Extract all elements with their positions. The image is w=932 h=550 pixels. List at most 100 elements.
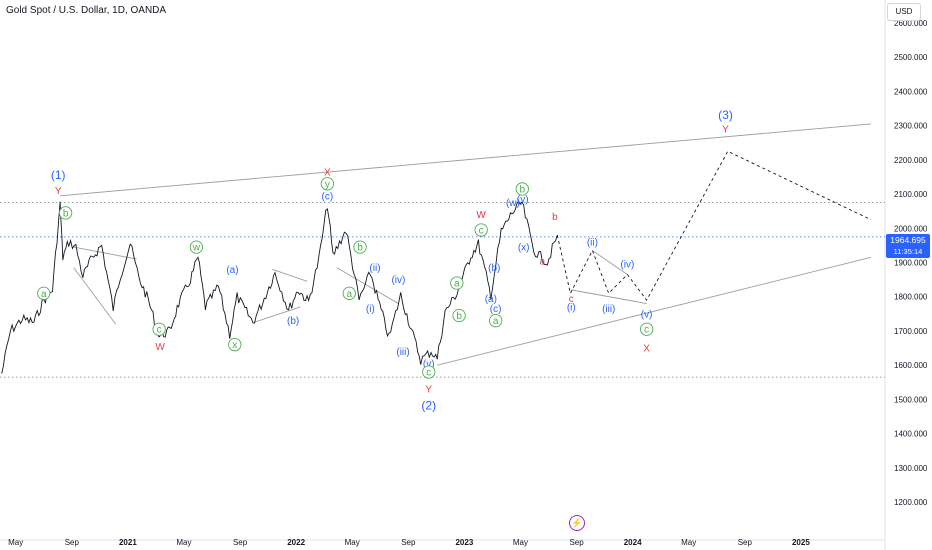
x-tick-label: Sep xyxy=(738,538,753,547)
wave-label: (2) xyxy=(421,399,436,413)
y-tick-label: 2300.000 xyxy=(894,122,928,131)
wave-label: w xyxy=(192,243,201,254)
wave-label: x xyxy=(232,340,237,351)
wave-label-circle xyxy=(320,177,335,191)
wave-label: a xyxy=(41,289,47,300)
y-tick-label: 2600.000 xyxy=(894,19,928,28)
wave-label: (a) xyxy=(226,265,238,276)
last-price-badge: 1964.695 11:35:14 xyxy=(886,234,930,258)
projection-path xyxy=(556,150,872,301)
wave-label-circle xyxy=(474,223,488,237)
y-tick-label: 2500.000 xyxy=(894,53,928,62)
trendline xyxy=(73,246,137,260)
y-tick-label: 1400.000 xyxy=(894,430,928,439)
trendline xyxy=(336,267,399,304)
price-axis[interactable]: 1200.000 1300.000 1400.000 1500.000 1600.000… xyxy=(894,19,928,507)
wave-label-circle xyxy=(228,337,242,352)
wave-label-circle xyxy=(422,365,436,379)
wave-label: (1) xyxy=(51,168,66,182)
chart-title: Gold Spot / U.S. Dollar, 1D, OANDA xyxy=(6,5,167,16)
wave-label: (c) xyxy=(490,304,502,315)
wave-label: c xyxy=(569,294,574,305)
wave-label-circle xyxy=(450,276,464,290)
wave-label-circle xyxy=(488,314,503,328)
y-tick-label: 1900.000 xyxy=(894,259,928,268)
wave-label: a xyxy=(493,316,499,327)
wave-label: y xyxy=(325,179,330,190)
wave-label: (a) xyxy=(485,294,497,305)
wave-label: (x) xyxy=(518,243,530,254)
x-tick-label: May xyxy=(681,538,696,547)
x-tick-label: May xyxy=(345,538,360,547)
x-tick-label: 2024 xyxy=(624,538,642,547)
y-tick-label: 1800.000 xyxy=(894,293,928,302)
trendline xyxy=(571,289,647,304)
x-tick-label: May xyxy=(176,538,191,547)
last-price-value: 1964.695 xyxy=(890,235,926,245)
wave-label: c xyxy=(426,367,431,378)
x-tick-label: Sep xyxy=(65,538,80,547)
wave-label: (v) xyxy=(641,309,653,320)
x-tick-label: Sep xyxy=(569,538,584,547)
wave-label: (v) xyxy=(423,359,435,370)
y-tick-label: 1200.000 xyxy=(894,498,928,507)
wave-label: b xyxy=(357,243,363,254)
wave-label: a xyxy=(540,256,546,267)
y-tick-label: 2100.000 xyxy=(894,190,928,199)
y-tick-label: 1300.000 xyxy=(894,464,928,473)
wave-label: (3) xyxy=(718,108,733,122)
wave-label: Y xyxy=(722,125,729,136)
wave-labels: (1)YbacWwx(a)(b)Xy(c)ba(ii)(i)(iv)(iii)(… xyxy=(37,108,733,413)
wave-label: W xyxy=(155,342,165,353)
x-tick-label: Sep xyxy=(401,538,416,547)
wave-label: (c) xyxy=(322,191,334,202)
wave-label: c xyxy=(644,325,649,336)
y-tick-label: 1600.000 xyxy=(894,361,928,370)
grid-lines xyxy=(0,0,886,550)
x-tick-label: May xyxy=(8,538,23,547)
wave-label-circle xyxy=(58,206,73,220)
x-tick-label: 2021 xyxy=(119,538,137,547)
x-tick-label: 2022 xyxy=(287,538,305,547)
wave-label: b xyxy=(63,208,69,219)
wave-label: b xyxy=(552,212,558,223)
wave-label: (y) xyxy=(517,195,529,206)
wave-label: (i) xyxy=(366,304,375,315)
wave-label: b xyxy=(456,311,462,322)
trendline xyxy=(73,267,117,325)
y-tick-label: 2000.000 xyxy=(894,224,928,233)
y-tick-label: 2200.000 xyxy=(894,156,928,165)
x-tick-label: 2025 xyxy=(792,538,810,547)
wave-label: (iii) xyxy=(602,304,615,315)
wave-label: a xyxy=(346,289,352,300)
wave-label-circle xyxy=(353,240,367,254)
wave-label: (b) xyxy=(488,263,500,274)
wave-label: (b) xyxy=(287,316,299,327)
wave-label: c xyxy=(479,225,484,236)
wave-label-circle xyxy=(189,240,204,254)
price-series xyxy=(1,200,558,374)
currency-button[interactable]: USD xyxy=(887,3,921,21)
wave-label: X xyxy=(324,167,331,178)
wave-label: (iii) xyxy=(396,347,409,358)
wave-label: X xyxy=(643,344,650,355)
wave-label: (iv) xyxy=(620,260,634,271)
trendline xyxy=(60,123,872,197)
projection-line xyxy=(556,150,872,301)
x-tick-label: Sep xyxy=(233,538,248,547)
horizontal-levels xyxy=(0,202,885,378)
wave-label-circle xyxy=(342,286,356,300)
x-tick-label: 2023 xyxy=(455,538,473,547)
lightning-icon[interactable]: ⚡ xyxy=(569,515,585,531)
wave-label: (iv) xyxy=(391,275,405,286)
wave-label: (w) xyxy=(506,198,520,209)
time-axis[interactable]: May Sep 2021 May Sep 2022 May Sep 2023 May Sep 2024… xyxy=(8,538,810,547)
bar-countdown: 11:35:14 xyxy=(893,247,923,256)
wave-label: (ii) xyxy=(587,237,598,248)
price-line xyxy=(1,200,558,374)
wave-label: c xyxy=(157,325,162,336)
wave-label: Y xyxy=(55,186,62,197)
y-tick-label: 2400.000 xyxy=(894,87,928,96)
wave-label: (i) xyxy=(567,302,576,313)
